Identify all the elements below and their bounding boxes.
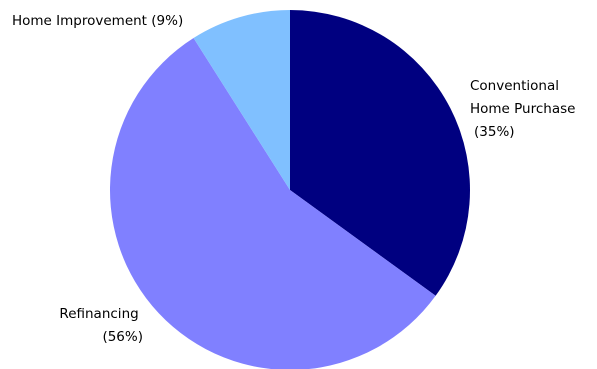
pie-slice-refinancing — [110, 38, 436, 369]
pie-slice-home-improvement — [193, 10, 290, 190]
slice-label-refinancing: Refinancing (56%) — [59, 306, 143, 345]
pie-slices — [110, 10, 470, 369]
slice-label-conventional-home-purchase: Conventional Home Purchase (35%) — [470, 78, 580, 140]
pie-slice-conventional-home-purchase — [290, 10, 470, 296]
slice-label-home-improvement: Home Improvement (9%) — [12, 13, 183, 29]
